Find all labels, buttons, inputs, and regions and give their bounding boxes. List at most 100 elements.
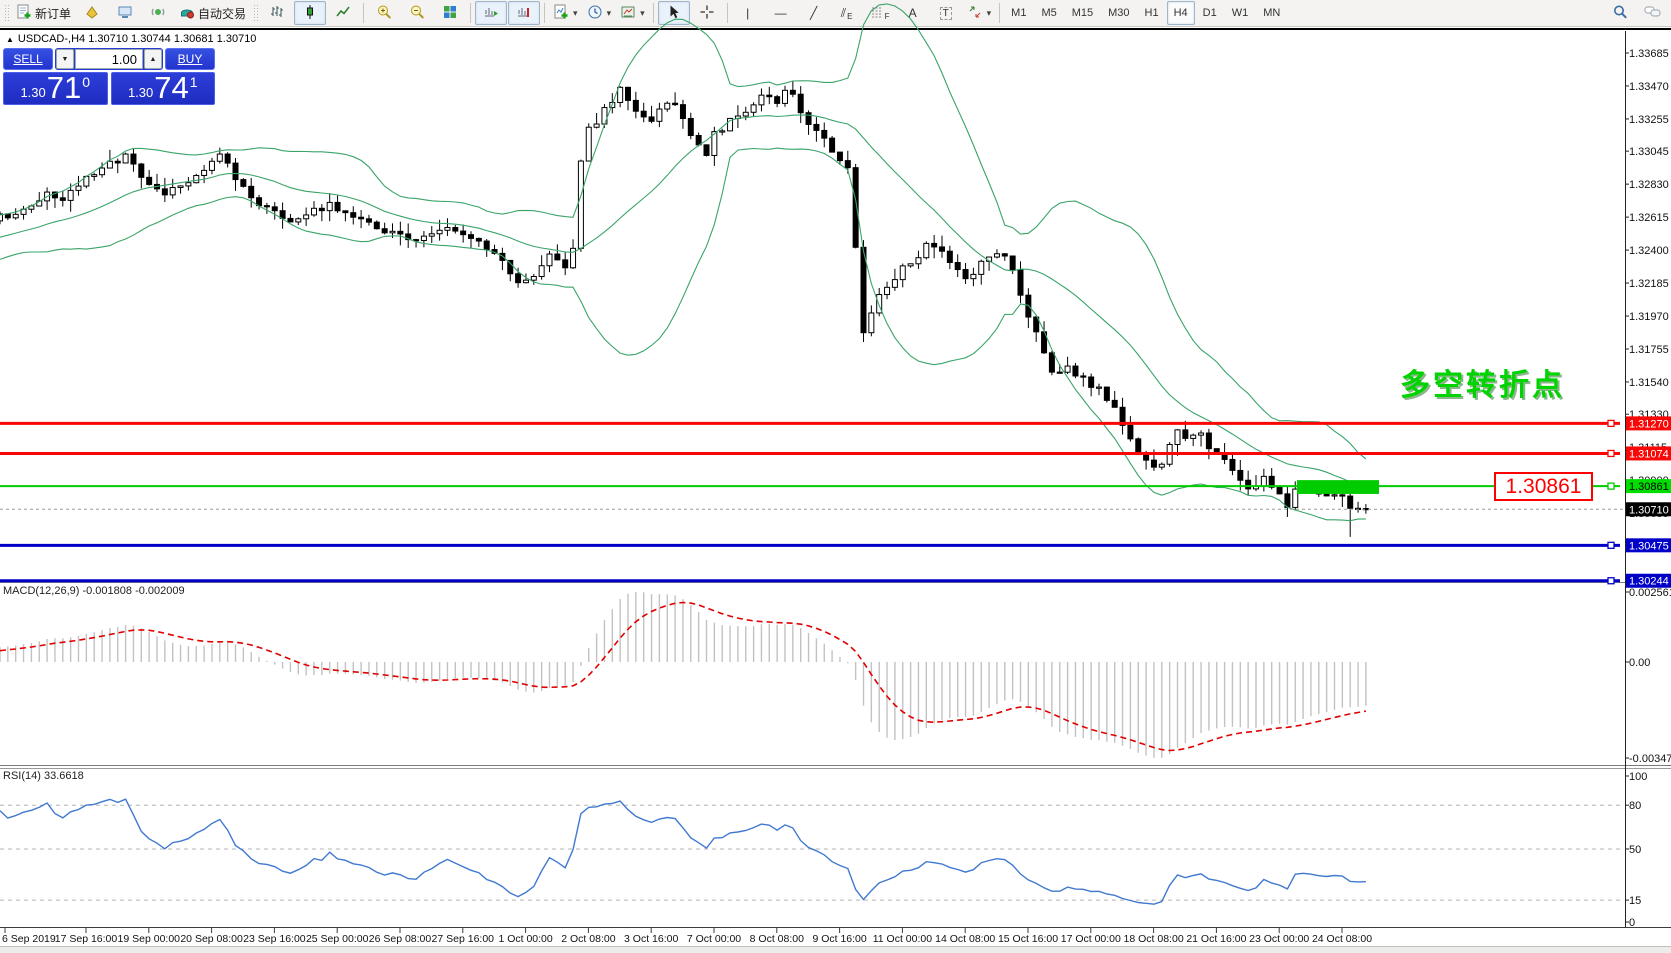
metaeditor-button[interactable] bbox=[76, 1, 108, 25]
buy-price-display[interactable]: 1.30 74 1 bbox=[110, 72, 215, 105]
terminal-button[interactable] bbox=[109, 1, 141, 25]
arrows-dropdown-caret[interactable]: ▾ bbox=[986, 7, 992, 18]
horizontal-line-tool-button[interactable]: — bbox=[765, 1, 797, 25]
autotrading-icon bbox=[179, 4, 195, 23]
svg-text:7 Oct 00:00: 7 Oct 00:00 bbox=[687, 933, 741, 945]
toolbar-drag-handle[interactable] bbox=[4, 4, 9, 22]
indicators-dropdown-caret[interactable]: ▾ bbox=[573, 7, 578, 18]
svg-text:1.31074: 1.31074 bbox=[1629, 448, 1669, 460]
crosshair-tool-button[interactable] bbox=[691, 1, 723, 25]
svg-text:23 Sep 16:00: 23 Sep 16:00 bbox=[243, 933, 306, 945]
templates-button[interactable]: ▾ bbox=[616, 1, 649, 25]
svg-text:0: 0 bbox=[1629, 917, 1635, 929]
cursor-tool-button[interactable] bbox=[657, 1, 690, 25]
svg-text:1 Oct 00:00: 1 Oct 00:00 bbox=[498, 933, 552, 945]
indicators-button[interactable]: ▾ bbox=[549, 1, 582, 25]
fibonacci-tool-button[interactable]: F bbox=[864, 1, 896, 25]
candlestick-series bbox=[0, 80, 1369, 537]
sell-price-prefix: 1.30 bbox=[20, 85, 46, 100]
svg-text:0.00: 0.00 bbox=[1629, 657, 1650, 669]
new-order-button[interactable]: 新订单 bbox=[12, 1, 75, 25]
toolbar-drag-handle[interactable] bbox=[253, 4, 259, 22]
periods-button[interactable]: ▾ bbox=[583, 1, 616, 25]
turning-point-annotation[interactable]: 多空转折点 bbox=[1400, 369, 1565, 402]
chart-title: USDCAD-,H4 1.30710 1.30744 1.30681 1.307… bbox=[17, 33, 257, 45]
svg-text:1.30244: 1.30244 bbox=[1629, 576, 1669, 588]
timeframe-D1[interactable]: D1 bbox=[1202, 7, 1217, 19]
trendline-tool-button[interactable]: ╱ bbox=[798, 1, 830, 25]
bar-chart-icon bbox=[269, 4, 285, 23]
terminal-icon bbox=[117, 4, 133, 23]
signals-button[interactable] bbox=[142, 1, 174, 25]
chart-collapse-icon[interactable]: ▲ bbox=[6, 34, 14, 44]
timeframe-M30[interactable]: M30 bbox=[1108, 7, 1130, 19]
time-axis[interactable]: 6 Sep 2019 17 Sep 16:00 19 Sep 00:00 20 Sep… bbox=[2, 928, 1372, 945]
vertical-line-tool-button[interactable]: | bbox=[732, 1, 764, 25]
sell-button[interactable]: SELL bbox=[3, 48, 53, 70]
buy-price-pip: 1 bbox=[189, 74, 198, 90]
chart-shift-button[interactable] bbox=[508, 1, 541, 25]
line-chart-button[interactable] bbox=[327, 1, 359, 25]
timeframe-W1[interactable]: W1 bbox=[1231, 7, 1249, 19]
horizontal-level-lines[interactable] bbox=[0, 419, 1620, 585]
key-price-callout[interactable]: 1.30861 bbox=[1494, 472, 1593, 501]
equidistant-channel-tool-button[interactable]: ⫽ E bbox=[831, 1, 863, 25]
tile-windows-icon bbox=[442, 4, 458, 23]
svg-text:24 Oct 08:00: 24 Oct 08:00 bbox=[1312, 933, 1372, 945]
svg-text:1.33470: 1.33470 bbox=[1629, 81, 1669, 93]
timeframe-H4[interactable]: H4 bbox=[1166, 1, 1195, 25]
candlestick-chart-button[interactable] bbox=[294, 1, 327, 25]
text-label-tool-button[interactable]: T bbox=[930, 1, 962, 25]
arrows-tool-button[interactable]: ▾ bbox=[963, 1, 996, 25]
sell-price-display[interactable]: 1.30 71 0 bbox=[3, 72, 108, 105]
svg-text:6 Sep 2019: 6 Sep 2019 bbox=[2, 933, 56, 945]
line-chart-icon bbox=[335, 4, 351, 23]
zoom-in-icon bbox=[376, 4, 392, 23]
timeframe-M1[interactable]: M1 bbox=[1011, 7, 1027, 19]
svg-text:17 Oct 00:00: 17 Oct 00:00 bbox=[1061, 933, 1121, 945]
buy-button[interactable]: BUY bbox=[165, 48, 215, 70]
auto-scroll-button[interactable] bbox=[475, 1, 508, 25]
volume-increase-button[interactable]: ▲ bbox=[144, 49, 162, 69]
sell-price-big-digits: 71 bbox=[46, 70, 82, 105]
channel-letter: E bbox=[847, 11, 853, 21]
window-bottom-edge bbox=[0, 946, 1671, 953]
svg-text:1.31755: 1.31755 bbox=[1629, 344, 1669, 356]
autotrading-button[interactable]: 自动交易 bbox=[175, 1, 250, 25]
svg-text:3 Oct 16:00: 3 Oct 16:00 bbox=[624, 933, 678, 945]
bid-price-label: 1.30710 bbox=[1626, 502, 1671, 517]
svg-text:27 Sep 16:00: 27 Sep 16:00 bbox=[432, 933, 495, 945]
volume-decrease-button[interactable]: ▼ bbox=[56, 49, 74, 69]
horizontal-line-icon: — bbox=[774, 6, 787, 20]
highlight-zone-rect[interactable] bbox=[1297, 480, 1379, 494]
bar-chart-button[interactable] bbox=[261, 1, 293, 25]
periods-dropdown-caret[interactable]: ▾ bbox=[606, 7, 612, 18]
text-tool-button[interactable]: A bbox=[897, 1, 929, 25]
fibonacci-icon bbox=[870, 5, 884, 22]
svg-text:1.32400: 1.32400 bbox=[1629, 245, 1669, 257]
svg-text:100: 100 bbox=[1629, 771, 1647, 783]
svg-text:8 Oct 08:00: 8 Oct 08:00 bbox=[750, 933, 804, 945]
svg-text:19 Sep 00:00: 19 Sep 00:00 bbox=[118, 933, 181, 945]
timeframe-M5[interactable]: M5 bbox=[1041, 7, 1057, 19]
volume-input[interactable]: 1.00 bbox=[75, 49, 143, 69]
svg-text:1.31970: 1.31970 bbox=[1629, 311, 1669, 323]
chart-title-bar: ▲ USDCAD-,H4 1.30710 1.30744 1.30681 1.3… bbox=[6, 33, 256, 45]
search-button[interactable] bbox=[1604, 1, 1636, 25]
svg-text:0.002561: 0.002561 bbox=[1629, 587, 1671, 599]
zoom-out-button[interactable] bbox=[401, 1, 433, 25]
templates-dropdown-caret[interactable]: ▾ bbox=[640, 7, 645, 18]
zoom-in-button[interactable] bbox=[368, 1, 400, 25]
one-click-trading-panel: SELL ▼ 1.00 ▲ BUY 1.30 71 0 1.30 74 1 bbox=[3, 48, 215, 105]
timeframe-MN[interactable]: MN bbox=[1263, 7, 1281, 19]
svg-text:14 Oct 08:00: 14 Oct 08:00 bbox=[935, 933, 995, 945]
timeframe-H1[interactable]: H1 bbox=[1144, 7, 1159, 19]
timeframe-M15[interactable]: M15 bbox=[1071, 7, 1094, 19]
chat-button[interactable] bbox=[1637, 1, 1669, 25]
price-level-label: 1.30861 bbox=[1626, 479, 1671, 494]
text-label-icon: T bbox=[939, 6, 952, 20]
svg-text:20 Sep 08:00: 20 Sep 08:00 bbox=[180, 933, 243, 945]
auto-scroll-icon bbox=[483, 4, 499, 23]
tile-windows-button[interactable] bbox=[434, 1, 466, 25]
